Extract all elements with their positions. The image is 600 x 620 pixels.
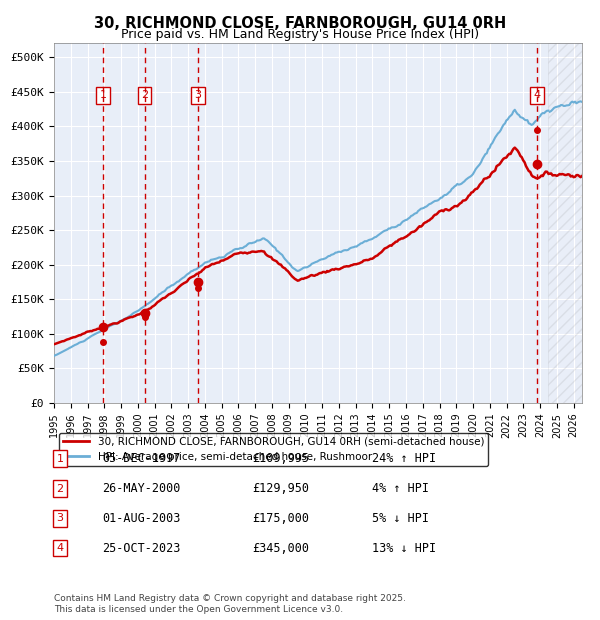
Text: 4: 4: [533, 91, 541, 100]
Text: 2: 2: [56, 484, 64, 494]
Text: £129,950: £129,950: [252, 482, 309, 495]
Text: 24% ↑ HPI: 24% ↑ HPI: [372, 453, 436, 465]
Text: Price paid vs. HM Land Registry's House Price Index (HPI): Price paid vs. HM Land Registry's House …: [121, 28, 479, 41]
Bar: [548, 43, 582, 403]
Text: 1: 1: [56, 454, 64, 464]
Text: 3: 3: [56, 513, 64, 523]
Text: Contains HM Land Registry data © Crown copyright and database right 2025.
This d: Contains HM Land Registry data © Crown c…: [54, 595, 406, 614]
Text: 4: 4: [56, 543, 64, 553]
Text: 2: 2: [141, 91, 148, 100]
Text: 26-MAY-2000: 26-MAY-2000: [102, 482, 181, 495]
Text: 30, RICHMOND CLOSE, FARNBOROUGH, GU14 0RH: 30, RICHMOND CLOSE, FARNBOROUGH, GU14 0R…: [94, 16, 506, 30]
Text: 1: 1: [100, 91, 106, 100]
Text: 25-OCT-2023: 25-OCT-2023: [102, 542, 181, 554]
Bar: [548, 43, 582, 403]
Text: £345,000: £345,000: [252, 542, 309, 554]
Text: 13% ↓ HPI: 13% ↓ HPI: [372, 542, 436, 554]
Text: 01-AUG-2003: 01-AUG-2003: [102, 512, 181, 525]
Text: 3: 3: [194, 91, 202, 100]
Text: £109,995: £109,995: [252, 453, 309, 465]
Text: £175,000: £175,000: [252, 512, 309, 525]
Text: 5% ↓ HPI: 5% ↓ HPI: [372, 512, 429, 525]
Text: 05-DEC-1997: 05-DEC-1997: [102, 453, 181, 465]
Legend: 30, RICHMOND CLOSE, FARNBOROUGH, GU14 0RH (semi-detached house), HPI: Average pr: 30, RICHMOND CLOSE, FARNBOROUGH, GU14 0R…: [59, 433, 488, 466]
Text: 4% ↑ HPI: 4% ↑ HPI: [372, 482, 429, 495]
